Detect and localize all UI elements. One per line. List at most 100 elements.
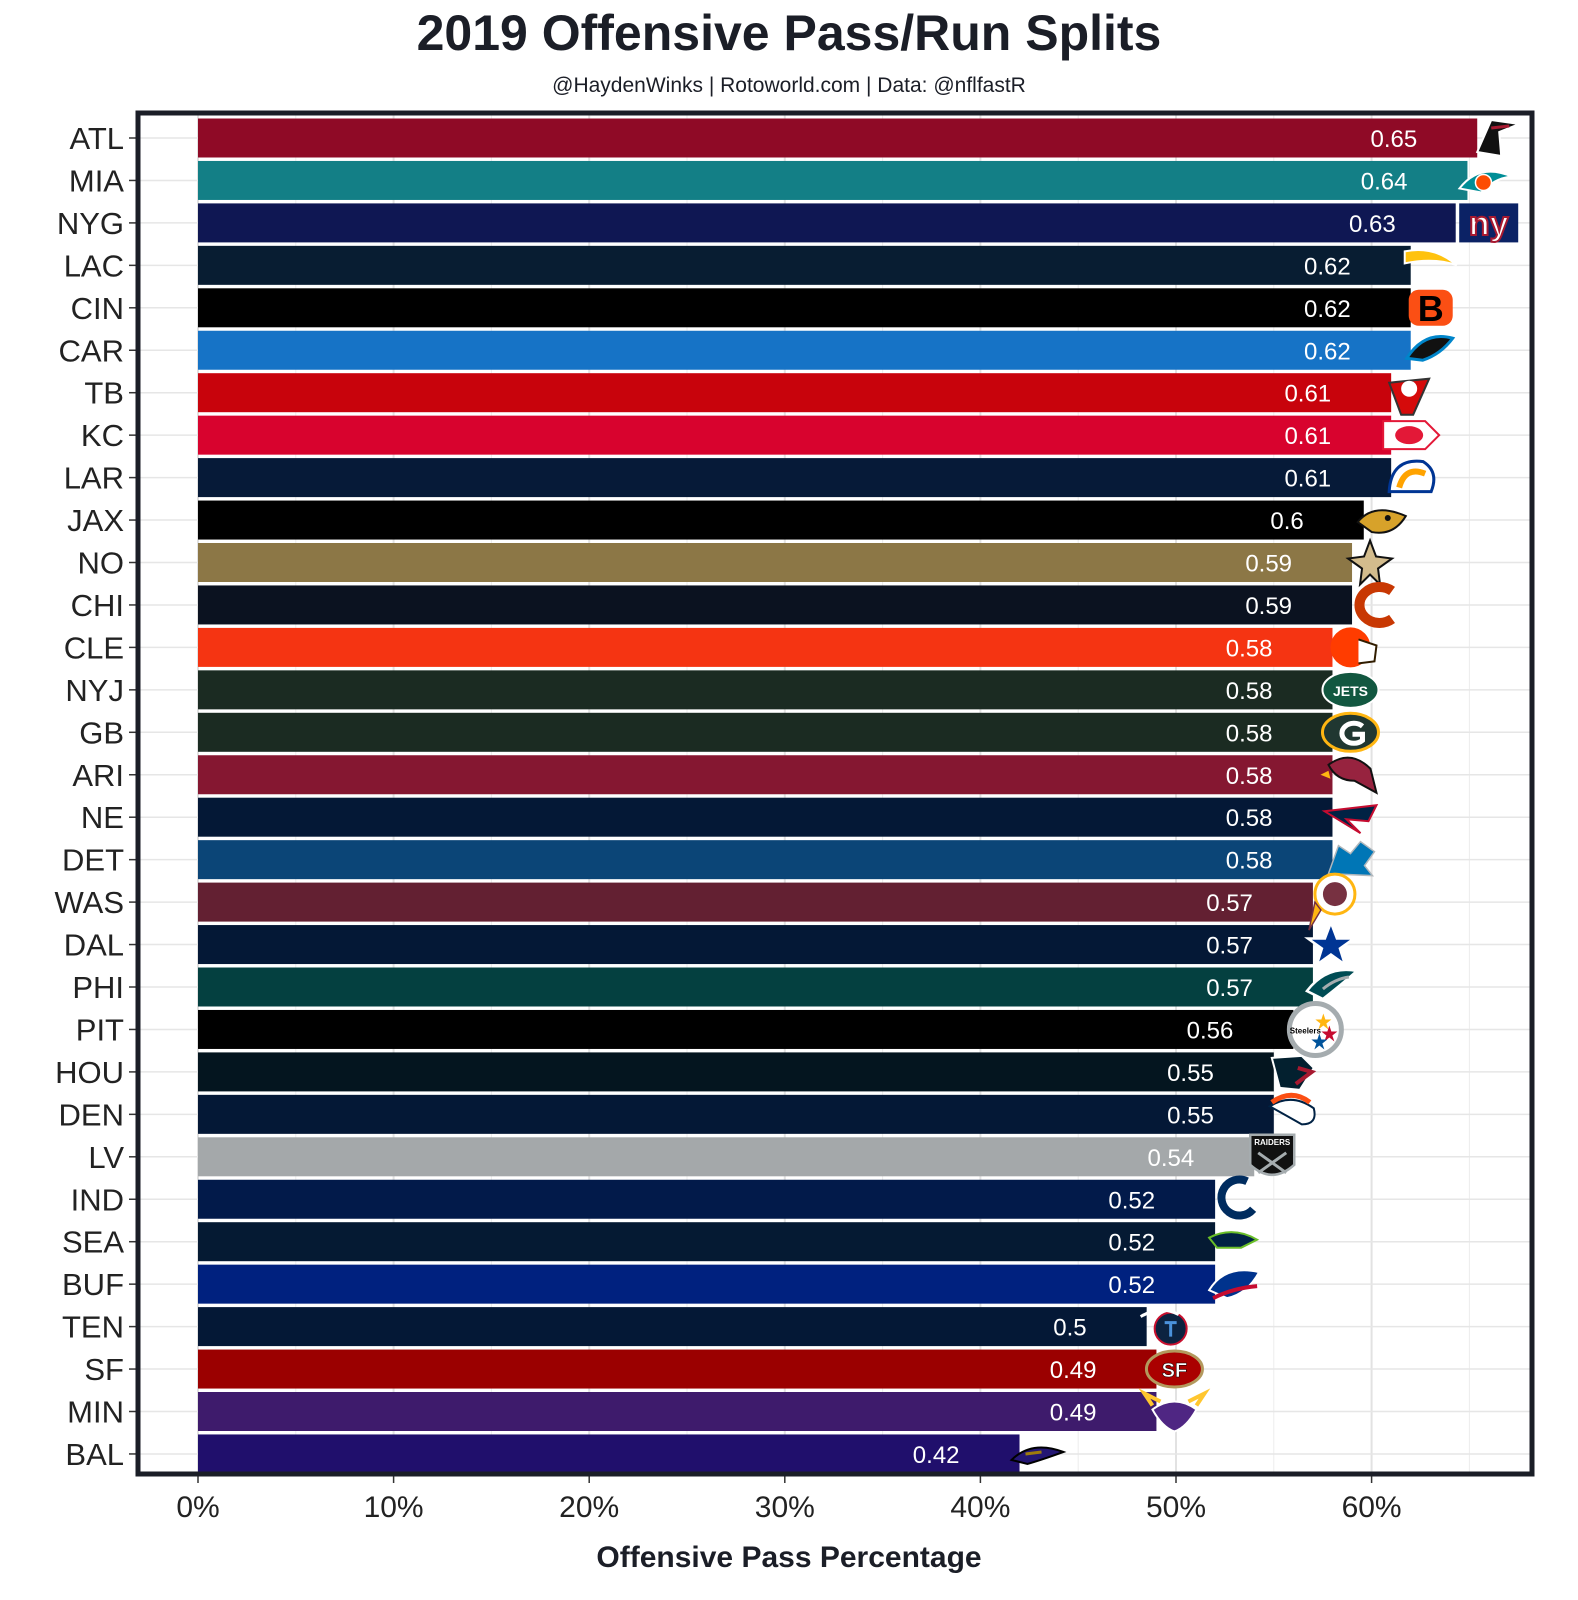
colts-logo-icon [1217,1175,1257,1220]
bar-hou [198,1052,1274,1092]
x-axis-ticks: 0% 10% 20% 30% 40% 50% 60% [176,1474,1402,1524]
packers-logo-icon [1320,711,1380,753]
y-tick-label-jax: JAX [67,503,124,538]
seahawks-logo-icon [1207,1231,1260,1249]
y-tick-label-ne: NE [81,800,124,835]
y-tick-label-bal: BAL [65,1437,124,1472]
value-label-det: 0.58 [1226,848,1273,875]
jets-logo-icon: JETS [1321,670,1380,709]
bar-phi [198,967,1313,1007]
value-label-min: 0.49 [1050,1400,1097,1427]
falcons-logo-icon [1475,118,1524,158]
bars [198,118,1478,1474]
value-label-phi: 0.57 [1206,975,1253,1002]
y-tick-label-gb: GB [79,715,124,750]
chargers-logo-icon [1403,248,1458,267]
bar-lv [198,1137,1255,1177]
dolphins-logo-icon [1457,170,1516,194]
plot-frame [135,110,1535,1477]
bar-pit [198,1009,1294,1049]
bar-chi [198,585,1353,625]
buccaneers-logo-icon [1387,377,1431,416]
svg-text:Steelers: Steelers [1290,1026,1322,1035]
value-label-nyj: 0.58 [1226,678,1273,705]
bar-tb [198,373,1392,413]
value-label-car: 0.62 [1304,338,1351,365]
y-tick-label-min: MIN [67,1395,124,1430]
bar-jax [198,500,1364,540]
value-label-sf: 0.49 [1050,1357,1097,1384]
bar-gb [198,712,1333,752]
y-tick-label-ind: IND [71,1182,124,1217]
team-logos: ny B JETS Steelers RAIDERS SF [1009,118,1524,1465]
bengals-logo-icon: B [1408,288,1453,329]
y-tick-label-lac: LAC [64,248,124,283]
saints-logo-icon [1345,537,1395,588]
y-tick-label-lar: LAR [64,461,124,496]
y-tick-label-was: WAS [55,885,124,920]
bar-bal [198,1434,1020,1474]
value-label-ne: 0.58 [1226,805,1273,832]
value-label-atl: 0.65 [1371,126,1418,153]
x-tick-label: 10% [364,1491,424,1524]
49ers-logo-icon: SF [1144,1349,1204,1389]
value-label-mia: 0.64 [1361,168,1408,195]
value-labels: 0.65 0.64 0.63 0.62 0.62 0.62 0.61 0.61 0.61 0.6 0… [913,126,1417,1469]
y-tick-label-ten: TEN [62,1310,124,1345]
bar-ne [198,797,1333,837]
bar-sea [198,1222,1216,1262]
titans-logo-icon [1139,1308,1188,1346]
bar-ind [198,1179,1216,1219]
value-label-buf: 0.52 [1108,1272,1155,1299]
x-tick-label: 50% [1146,1491,1206,1524]
bar-lar [198,458,1392,498]
jaguars-logo-icon [1356,509,1408,534]
value-label-lar: 0.61 [1284,466,1331,493]
y-tick-label-det: DET [62,843,124,878]
value-label-den: 0.55 [1167,1102,1214,1129]
value-label-no: 0.59 [1245,551,1292,578]
y-tick-label-phi: PHI [72,970,124,1005]
bills-logo-icon [1207,1269,1261,1300]
value-label-sea: 0.52 [1108,1230,1155,1257]
y-tick-label-nyg: NYG [57,206,124,241]
bar-buf [198,1264,1216,1304]
svg-text:B: B [1418,288,1444,329]
y-tick-label-ari: ARI [72,758,124,793]
y-tick-label-no: NO [78,546,125,581]
value-label-ari: 0.58 [1226,763,1273,790]
vikings-logo-icon [1138,1388,1211,1433]
x-tick-label: 40% [950,1491,1010,1524]
value-label-dal: 0.57 [1206,933,1253,960]
chart-subtitle: @HaydenWinks | Rotoworld.com | Data: @nf… [552,74,1026,97]
value-label-gb: 0.58 [1226,720,1273,747]
bar-atl [198,118,1478,158]
browns-logo-icon [1330,627,1378,668]
value-label-lv: 0.54 [1148,1145,1195,1172]
y-tick-label-nyj: NYJ [65,673,124,708]
y-tick-label-mia: MIA [69,163,124,198]
bar-min [198,1392,1157,1431]
bar-sf [198,1349,1157,1389]
y-tick-label-atl: ATL [69,121,124,156]
lions-logo-icon [1327,840,1376,877]
bears-logo-icon [1354,581,1395,628]
texans-logo-icon [1270,1054,1317,1091]
y-tick-label-kc: KC [81,418,124,453]
value-label-bal: 0.42 [913,1442,960,1469]
value-label-pit: 0.56 [1187,1017,1234,1044]
chiefs-logo-icon [1382,420,1441,451]
eagles-logo-icon [1305,968,1360,1001]
y-tick-label-hou: HOU [55,1055,124,1090]
value-label-lac: 0.62 [1304,253,1351,280]
bar-det [198,840,1333,880]
y-tick-label-buf: BUF [62,1267,124,1302]
y-tick-label-dal: DAL [64,928,124,963]
raiders-logo-icon: RAIDERS [1248,1133,1296,1177]
y-axis-ticks: ATL MIA NYG LAC CIN CAR TB KC LAR JAX NO CHI CLE NYJ G… [55,121,138,1472]
bar-no [198,543,1353,582]
patriots-logo-icon [1321,803,1379,835]
y-tick-label-sea: SEA [62,1225,124,1260]
bar-ten [198,1307,1147,1347]
